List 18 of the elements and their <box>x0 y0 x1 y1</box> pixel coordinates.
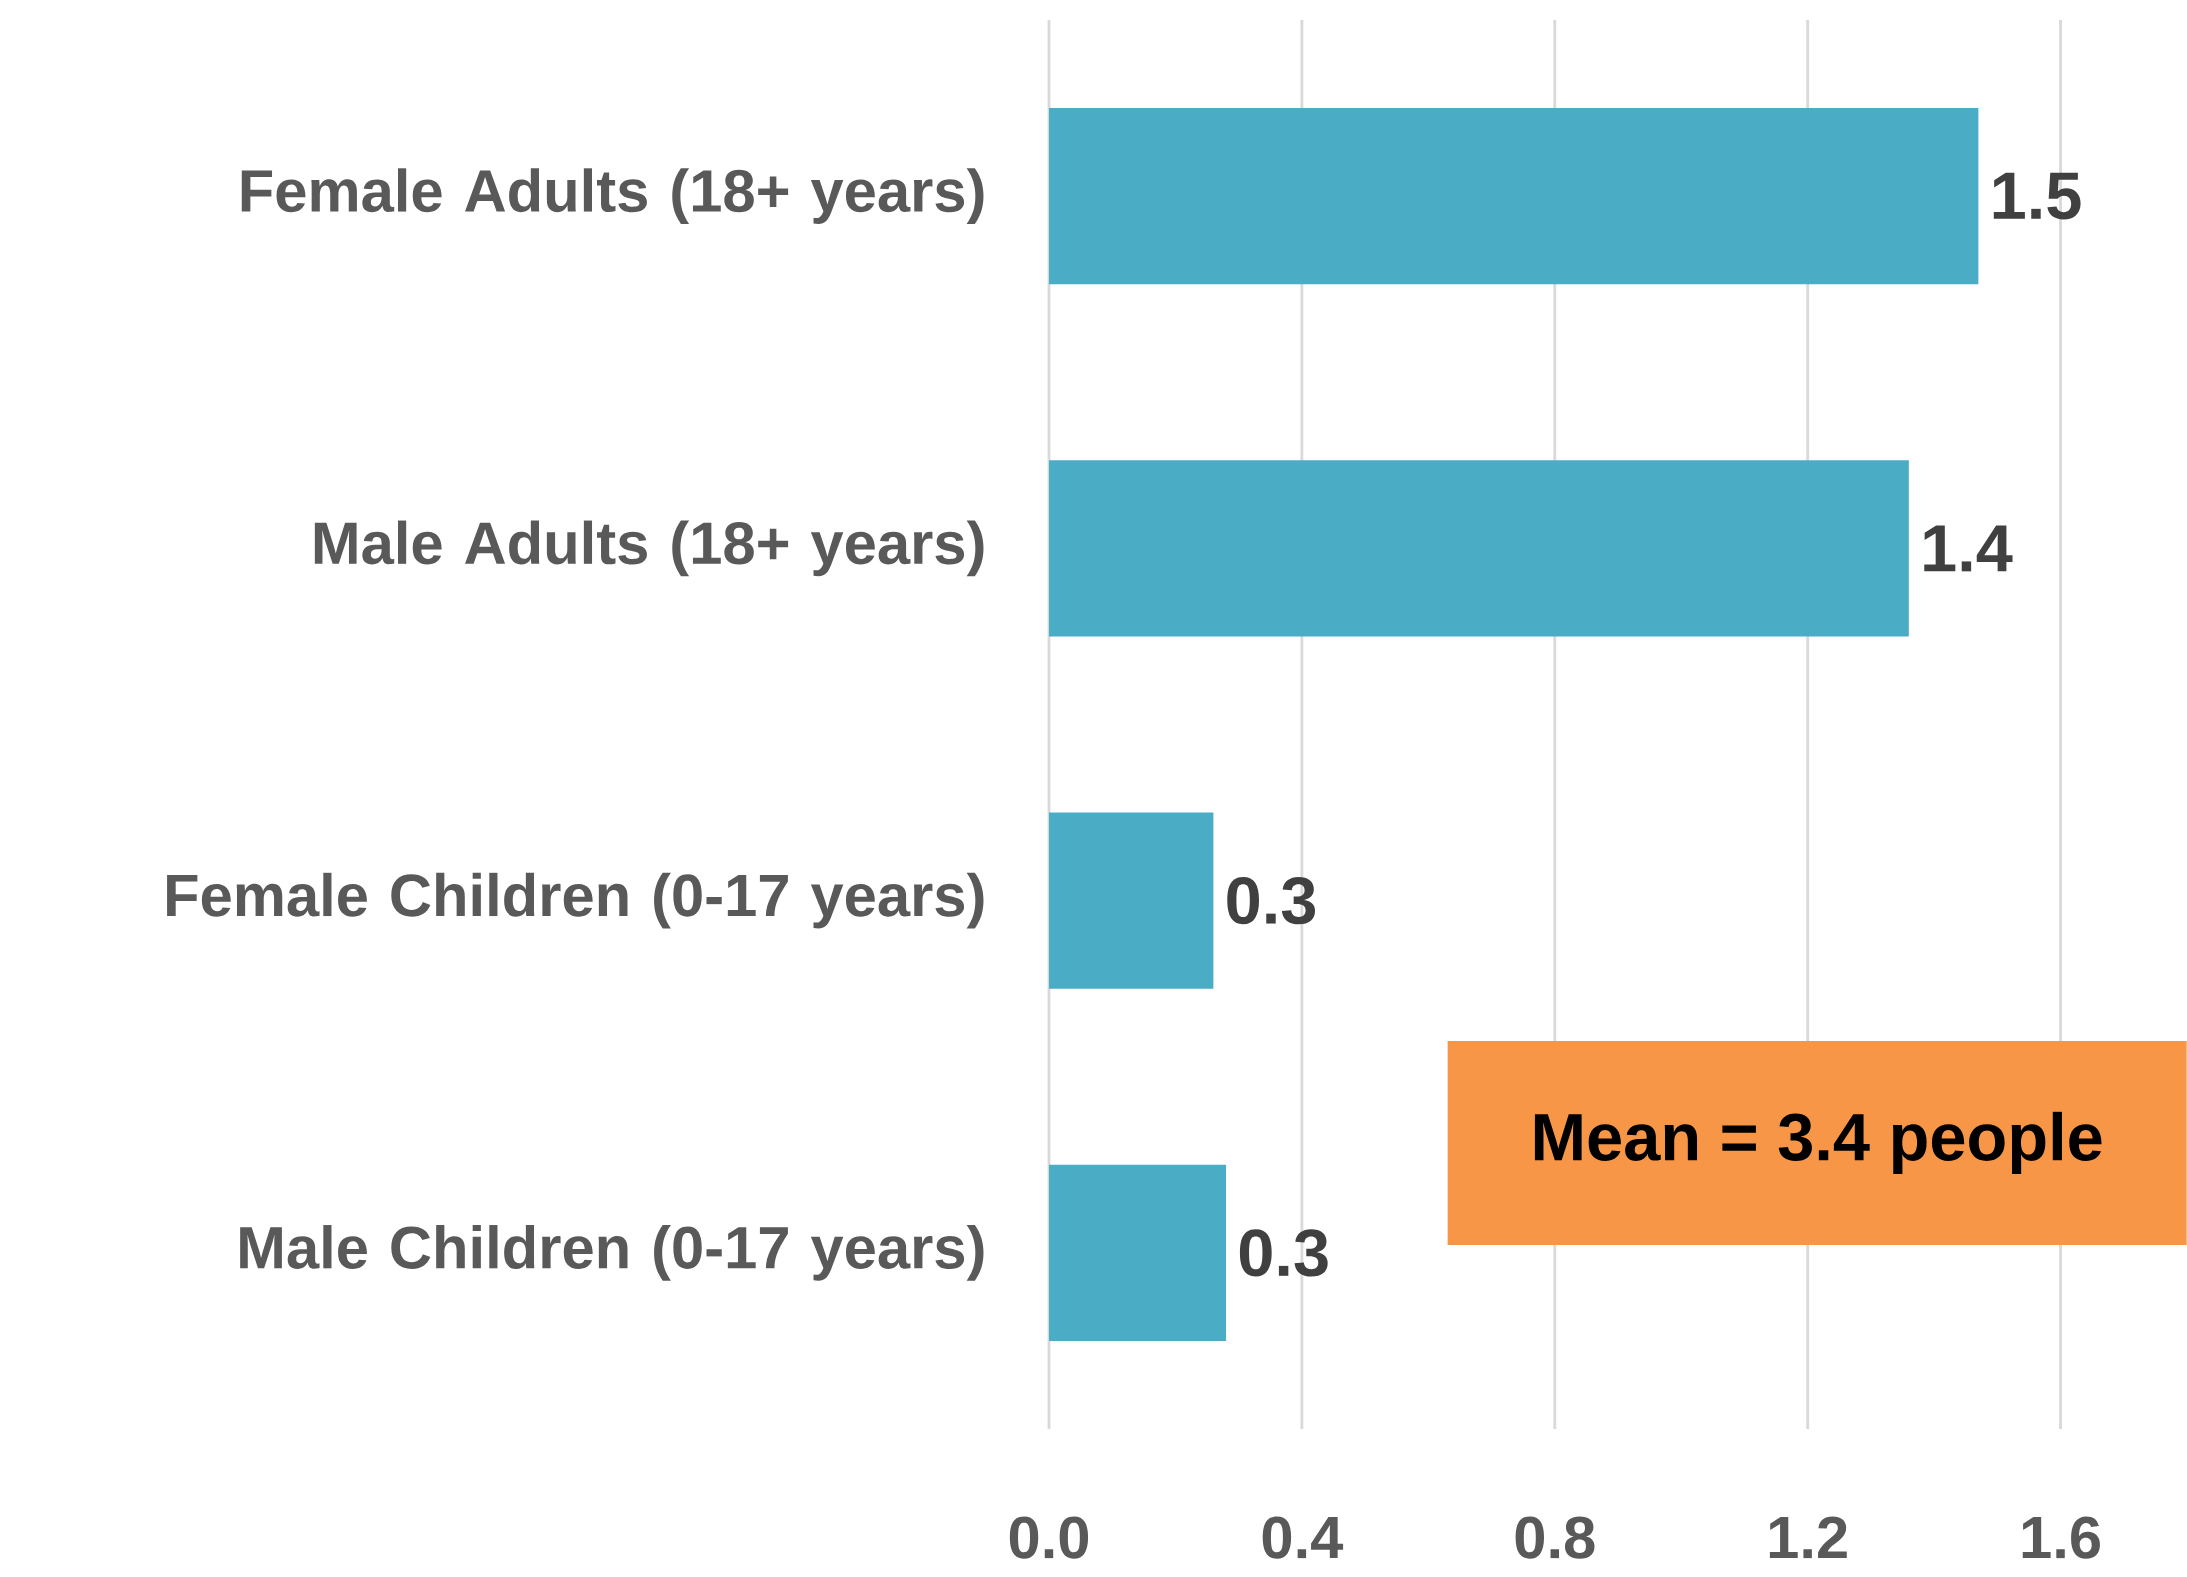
y-tick-label: Male Children (0-17 years) <box>240 1225 984 1281</box>
x-tick-label: 1.2 <box>1769 1516 1847 1559</box>
bar <box>1049 1164 1227 1341</box>
y-tick-label: Female Children (0-17 years) <box>167 872 984 929</box>
y-tick-label: Female Adults (18+ years) <box>241 168 984 224</box>
data-label: 0.3 <box>1227 876 1316 925</box>
y-tick-label: Male Adults (18+ years) <box>314 520 984 577</box>
x-tick-label: 0.8 <box>1515 1516 1595 1559</box>
data-label: 0.3 <box>1239 1229 1328 1277</box>
bar <box>1049 460 1909 637</box>
x-tick-label: 1.6 <box>2022 1516 2100 1559</box>
bar <box>1049 812 1214 989</box>
bar <box>1049 108 1979 285</box>
data-label: 1.5 <box>1993 172 2081 220</box>
x-tick-label: 0.0 <box>1009 1516 1089 1559</box>
data-label: 1.4 <box>1924 525 2013 572</box>
x-tick-label: 0.4 <box>1262 1516 1344 1559</box>
annotation: Mean = 3.4 people <box>1534 1111 2102 1175</box>
